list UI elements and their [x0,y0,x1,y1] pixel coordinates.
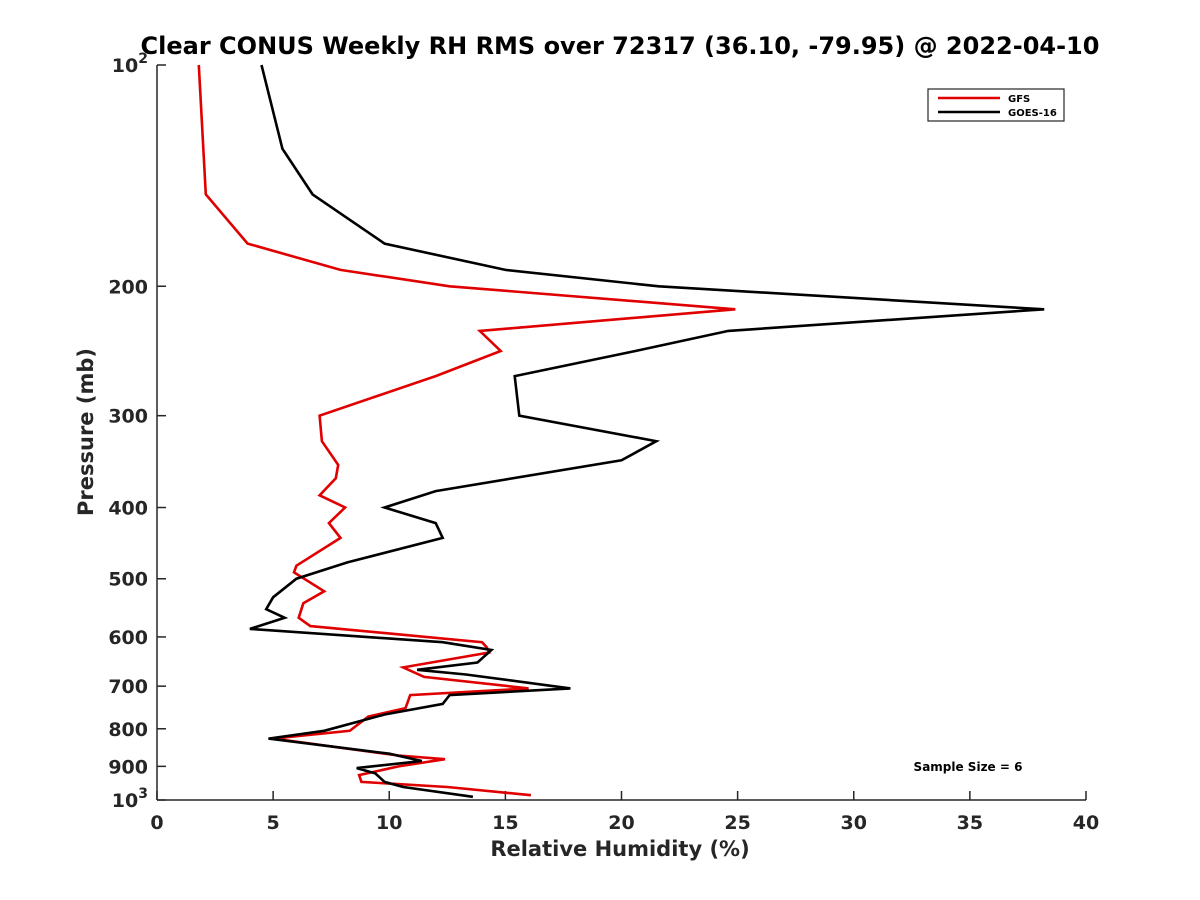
y-tick-label: 700 [108,676,148,698]
x-tick-label: 40 [1073,812,1099,834]
y-tick-label: 800 [108,719,148,741]
chart-title: Clear CONUS Weekly RH RMS over 72317 (36… [141,32,1100,60]
series-layer [197,64,1045,799]
x-tick-label: 35 [957,812,983,834]
y-axis-label: Pressure (mb) [74,348,98,516]
x-tick-label: 30 [841,812,867,834]
x-tick-label: 5 [267,812,280,834]
x-axis-label: Relative Humidity (%) [490,837,749,861]
legend-label-gfs: GFS [1008,94,1030,105]
x-tick-label: 0 [150,812,163,834]
x-tick-label: 20 [608,812,634,834]
x-axis-ticks: 0 5 10 15 20 25 30 35 40 [150,791,1099,834]
axes [156,65,1086,801]
legend-label-goes-16: GOES-16 [1008,108,1057,119]
y-tick-label: 400 [108,498,148,520]
legend-box [927,88,1065,122]
y-axis-ticks: 102 200 300 400 500 600 700 800 900 103 [108,51,166,812]
x-tick-label: 25 [724,812,750,834]
y-tick-label: 102 [112,51,148,77]
y-tick-label: 103 [112,786,148,812]
y-tick-label: 300 [108,406,148,428]
y-tick-label: 900 [108,756,148,778]
series-line-gfs [197,64,736,797]
y-tick-label: 500 [108,569,148,591]
y-tick-label: 600 [108,627,148,649]
x-tick-label: 10 [376,812,402,834]
legend: GFS GOES-16 [927,88,1065,122]
x-tick-label: 15 [492,812,518,834]
series-line-goes-16 [249,64,1045,799]
y-tick-label: 200 [108,276,148,298]
sample-size-annotation: Sample Size = 6 [914,760,1023,774]
